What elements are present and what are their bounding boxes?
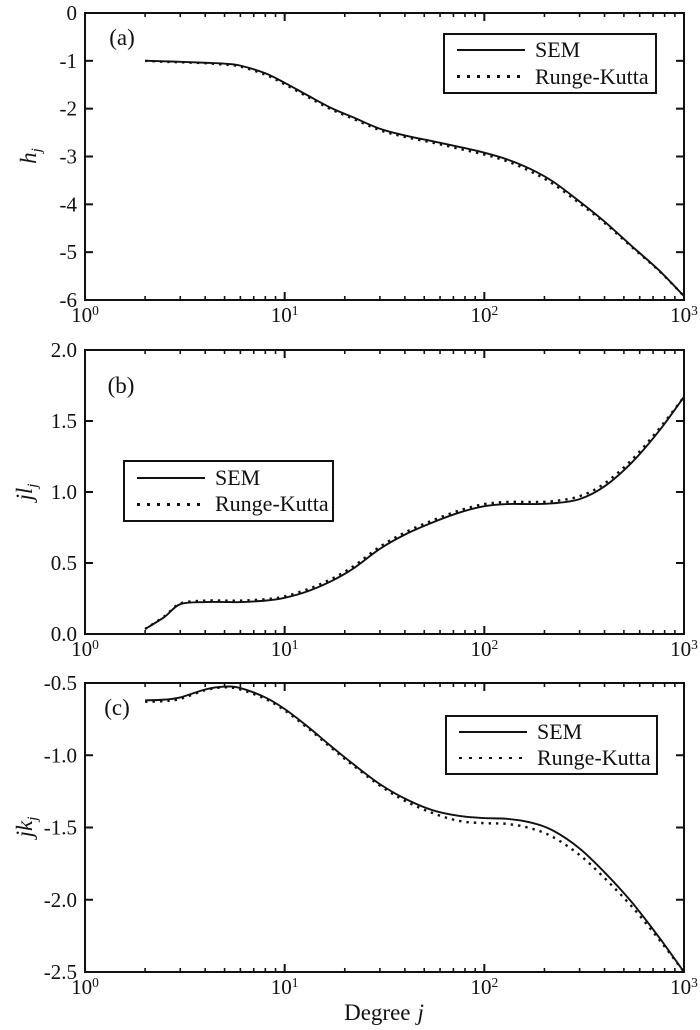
x-tick-label: 102 <box>470 975 499 999</box>
series-runge-kutta-a <box>145 59 685 298</box>
legend-a-item-sem: SEM <box>445 39 655 61</box>
y-tick-label: -2.5 <box>44 960 77 984</box>
y-axis-label-b-sub: j <box>25 483 41 488</box>
legend-label-runge-kutta: Runge-Kutta <box>535 63 649 89</box>
y-tick-label: 0.0 <box>51 622 77 646</box>
y-tick-label: -1.0 <box>44 743 77 767</box>
y-tick-label: 1.0 <box>51 480 77 504</box>
legend-b-item-runge-kutta: Runge-Kutta <box>125 493 332 515</box>
y-tick-label: 2.0 <box>51 338 77 362</box>
panel-label-b: (b) <box>107 373 135 398</box>
series-sem-a <box>145 59 685 297</box>
y-tick-label: -1 <box>60 49 78 73</box>
x-tick-label: 103 <box>670 303 698 327</box>
legend-label-sem: SEM <box>535 37 581 63</box>
y-axis-label-b: jlj <box>12 484 42 501</box>
legend-c: SEM Runge-Kutta <box>445 715 658 775</box>
solid-line-swatch <box>459 731 527 733</box>
y-tick-label: -0.5 <box>44 671 77 695</box>
x-tick-label: 102 <box>470 303 499 327</box>
dotted-line-swatch <box>137 502 205 506</box>
y-axis-label-b-main: jl <box>12 487 37 501</box>
y-tick-label: -2.0 <box>44 888 77 912</box>
series-runge-kutta-c <box>145 686 685 973</box>
y-axis-label-c: jkj <box>12 817 42 838</box>
legend-label-runge-kutta: Runge-Kutta <box>537 745 651 770</box>
panel-label-c: (c) <box>104 695 130 720</box>
y-tick-label: -3 <box>60 145 78 169</box>
series-sem-b <box>144 396 685 630</box>
x-tick-label: 101 <box>270 637 299 661</box>
y-axis-label-c-main: jk <box>12 820 37 838</box>
y-axis-label-a-sub: j <box>29 148 45 153</box>
dotted-line-swatch <box>457 75 525 79</box>
legend-label-sem: SEM <box>537 719 583 744</box>
x-tick-label: 103 <box>670 637 698 661</box>
legend-label-runge-kutta: Runge-Kutta <box>215 491 329 517</box>
y-tick-label: -1.5 <box>44 816 77 840</box>
series-runge-kutta-b <box>144 396 685 631</box>
legend-b-item-sem: SEM <box>125 464 332 490</box>
dotted-line-swatch <box>459 756 527 760</box>
series-sem-c <box>145 685 685 973</box>
y-axis-label-c-sub: j <box>25 816 41 821</box>
x-tick-label: 102 <box>470 637 499 661</box>
legend-c-item-runge-kutta: Runge-Kutta <box>447 747 656 769</box>
legend-label-sem: SEM <box>215 464 261 490</box>
panel-label-a: (a) <box>109 25 135 50</box>
solid-line-swatch <box>457 49 525 52</box>
y-tick-label: -2 <box>60 97 78 121</box>
x-tick-label: 101 <box>270 975 299 999</box>
y-tick-label: -6 <box>60 288 78 312</box>
x-tick-label: 100 <box>71 975 99 999</box>
x-tick-label: 100 <box>71 303 99 327</box>
y-tick-label: -5 <box>60 240 78 264</box>
x-axis-title-word: Degree <box>344 1000 411 1025</box>
y-tick-label: 0 <box>67 1 78 25</box>
y-tick-label: 1.5 <box>51 409 77 433</box>
x-tick-label: 103 <box>670 975 698 999</box>
legend-b: SEM Runge-Kutta <box>123 460 334 522</box>
solid-line-swatch <box>137 476 205 479</box>
y-axis-label-a: hj <box>16 148 46 164</box>
x-tick-label: 100 <box>71 637 99 661</box>
y-tick-label: -4 <box>60 192 78 216</box>
legend-a-item-runge-kutta: Runge-Kutta <box>445 63 655 89</box>
x-tick-label: 101 <box>270 303 299 327</box>
legend-c-item-sem: SEM <box>447 721 656 743</box>
legend-a: SEM Runge-Kutta <box>443 33 657 94</box>
x-axis-title: Degree j <box>344 1000 424 1026</box>
y-tick-label: 0.5 <box>51 551 77 575</box>
x-axis-title-variable: j <box>417 1000 424 1025</box>
y-axis-label-a-main: h <box>16 152 41 164</box>
